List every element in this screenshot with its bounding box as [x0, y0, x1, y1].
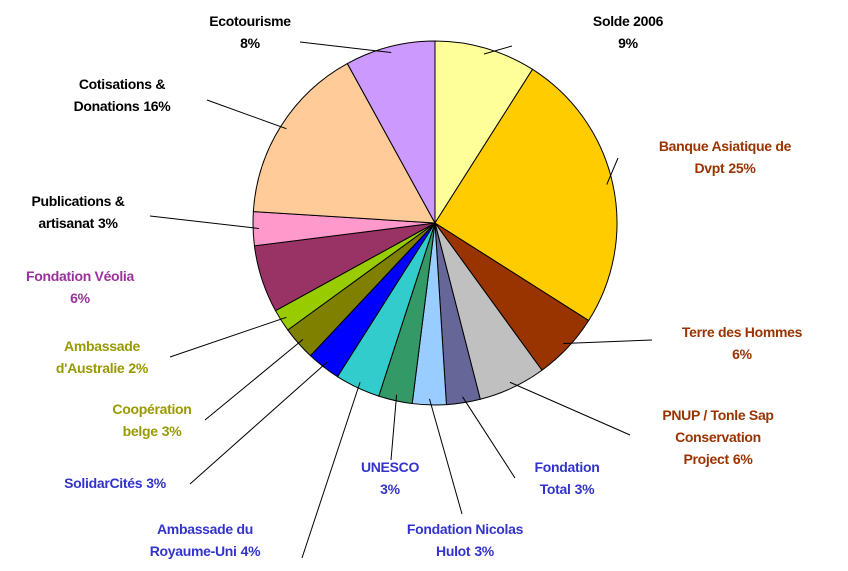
value-label: 3% [146, 475, 166, 491]
value-label: 4% [240, 543, 261, 559]
slice-label: SolidarCités 3% [35, 472, 195, 494]
category-name: Cotisations & Donations [73, 76, 166, 114]
leader-line [169, 316, 287, 358]
pie-slice [252, 62, 436, 224]
leader-line [606, 157, 619, 185]
value-label: 16% [143, 98, 171, 114]
category-name: Ambassade d'Australie [55, 338, 140, 376]
pie-slice [346, 40, 436, 224]
category-name: UNESCO [360, 459, 420, 475]
category-name: Fondation Véolia [26, 268, 134, 284]
value-label: 9% [618, 35, 638, 51]
value-label: 3% [474, 543, 494, 559]
value-label: 6% [732, 451, 753, 467]
value-label: 6% [732, 346, 752, 362]
leader-line [462, 396, 516, 479]
category-name: Ecotourisme [209, 13, 291, 29]
slice-label: Fondation Nicolas Hulot 3% [400, 518, 530, 562]
category-name: PNUP / Tonle Sap Conservation Project [662, 407, 774, 467]
category-name: SolidarCités [64, 475, 143, 491]
category-name: Banque Asiatique de Dvpt [658, 138, 792, 176]
slice-label: Banque Asiatique de Dvpt 25% [655, 135, 795, 179]
slice-label: Ecotourisme 8% [190, 10, 310, 54]
slice-label: Ambassade d'Australie 2% [42, 335, 162, 379]
slice-label: Solde 2006 9% [573, 10, 683, 54]
slice-label: Ambassade du Royaume-Uni 4% [140, 518, 270, 562]
slice-label: Terre des Hommes 6% [657, 321, 827, 365]
leader-line [204, 339, 304, 421]
leader-line [509, 381, 631, 436]
category-name: Solde 2006 [592, 13, 664, 29]
slice-label: UNESCO 3% [350, 456, 430, 500]
value-label: 3% [574, 481, 595, 497]
value-label: 8% [240, 35, 260, 51]
slice-label: Publications & artisanat 3% [18, 190, 138, 234]
leader-line [563, 339, 653, 344]
category-name: Fondation Nicolas Hulot [406, 521, 524, 559]
category-name: Ambassade du Royaume-Uni [149, 521, 254, 559]
leader-line [149, 215, 260, 230]
leader-line [428, 398, 463, 515]
leader-line [299, 41, 392, 54]
slice-label: Coopération belge 3% [102, 398, 202, 442]
value-label: 3% [161, 423, 182, 439]
slice-label: Cotisations & Donations 16% [57, 73, 187, 117]
category-name: Coopération belge [112, 401, 192, 439]
slice-label: Fondation Total 3% [527, 456, 607, 500]
slice-label: Fondation Véolia 6% [5, 265, 155, 309]
category-name: Terre des Hommes [681, 324, 803, 340]
pie-slice [434, 68, 618, 322]
value-label: 6% [70, 290, 90, 306]
slice-label: PNUP / Tonle Sap Conservation Project 6% [651, 404, 786, 470]
leader-line [390, 394, 398, 461]
leader-line [206, 99, 287, 130]
value-label: 25% [728, 160, 756, 176]
value-label: 3% [380, 481, 400, 497]
value-label: 3% [98, 215, 118, 231]
leader-line [301, 382, 361, 559]
value-label: 2% [128, 360, 149, 376]
leader-line [189, 361, 328, 485]
pie-slice [434, 40, 534, 225]
leader-line [483, 45, 513, 55]
category-name: Publications & artisanat [31, 193, 125, 231]
category-name: Fondation Total [534, 459, 600, 497]
